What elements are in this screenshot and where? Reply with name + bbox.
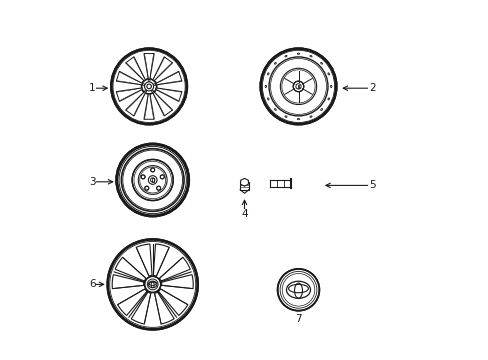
Polygon shape (153, 244, 169, 276)
Polygon shape (115, 257, 146, 281)
Circle shape (141, 175, 145, 179)
Circle shape (117, 144, 188, 216)
Circle shape (144, 276, 161, 292)
Ellipse shape (274, 62, 276, 64)
Bar (240, 182, 248, 190)
Polygon shape (155, 71, 182, 85)
Polygon shape (112, 275, 143, 289)
Circle shape (156, 186, 160, 190)
Polygon shape (125, 57, 145, 81)
Polygon shape (118, 289, 146, 315)
Ellipse shape (274, 109, 276, 111)
Text: 3: 3 (89, 177, 96, 187)
Circle shape (111, 49, 186, 124)
Text: 1: 1 (89, 83, 96, 93)
Ellipse shape (267, 98, 268, 100)
Polygon shape (116, 71, 142, 85)
Text: 7: 7 (295, 314, 301, 324)
Ellipse shape (297, 53, 299, 54)
Polygon shape (131, 292, 150, 324)
Circle shape (160, 175, 164, 179)
Ellipse shape (330, 85, 331, 87)
Polygon shape (152, 92, 172, 116)
Polygon shape (158, 289, 187, 315)
Circle shape (150, 168, 154, 172)
Ellipse shape (285, 116, 286, 117)
Polygon shape (155, 88, 182, 102)
Polygon shape (143, 94, 154, 119)
Text: 6: 6 (89, 279, 96, 289)
Ellipse shape (320, 109, 322, 111)
Polygon shape (161, 275, 193, 289)
Ellipse shape (309, 116, 311, 117)
Circle shape (107, 239, 197, 329)
Polygon shape (143, 54, 154, 79)
Ellipse shape (320, 62, 322, 64)
Bar (297, 85, 299, 88)
Ellipse shape (327, 98, 329, 100)
Polygon shape (152, 57, 172, 81)
Polygon shape (116, 88, 142, 102)
Ellipse shape (264, 85, 266, 87)
Polygon shape (125, 92, 145, 116)
Circle shape (144, 186, 148, 190)
Text: 4: 4 (241, 209, 247, 219)
Ellipse shape (309, 55, 311, 57)
Circle shape (260, 49, 336, 124)
Polygon shape (154, 292, 174, 324)
Ellipse shape (267, 73, 268, 75)
Ellipse shape (285, 55, 286, 57)
Polygon shape (159, 257, 190, 281)
Circle shape (132, 159, 173, 201)
Text: 5: 5 (368, 180, 375, 190)
Bar (151, 179, 153, 181)
Circle shape (141, 79, 156, 94)
Circle shape (293, 81, 303, 92)
Polygon shape (136, 244, 152, 276)
Ellipse shape (327, 73, 329, 75)
Text: 2: 2 (368, 83, 375, 93)
Ellipse shape (297, 118, 299, 120)
Circle shape (277, 269, 319, 311)
Polygon shape (240, 178, 248, 186)
